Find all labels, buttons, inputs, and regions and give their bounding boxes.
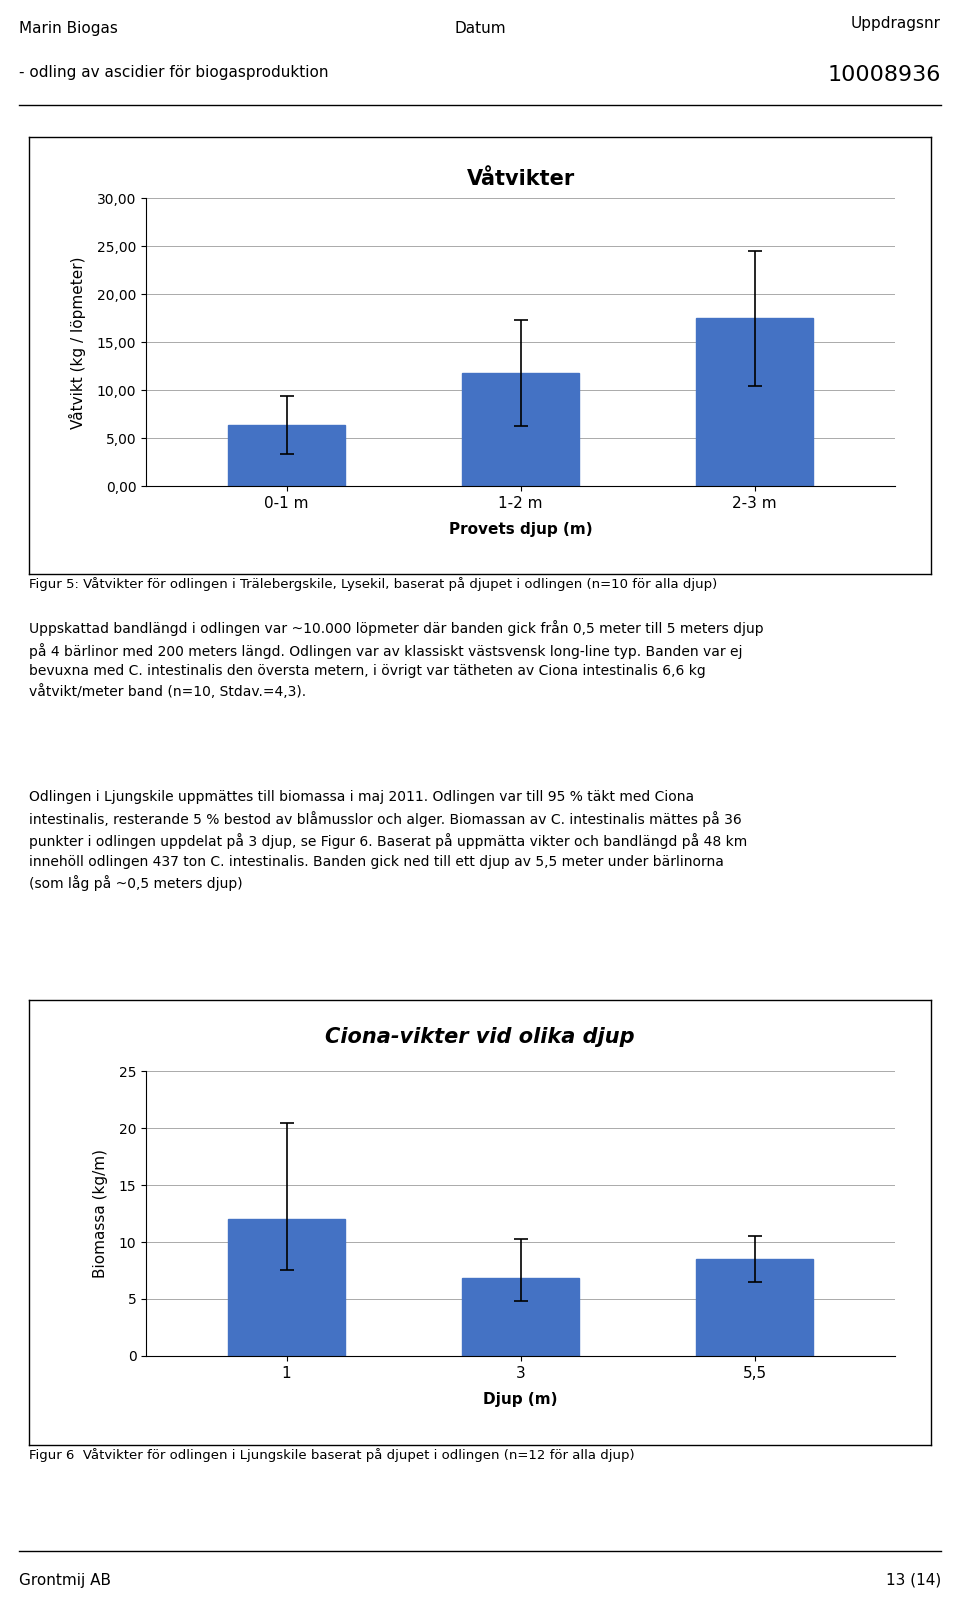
Bar [228,1220,345,1356]
Text: Figur 5: Våtvikter för odlingen i Trälebergskile, Lysekil, baserat på djupet i o: Figur 5: Våtvikter för odlingen i Träleb… [29,577,717,591]
Y-axis label: Våtvikt (kg / löpmeter): Våtvikt (kg / löpmeter) [69,257,85,428]
Text: Uppskattad bandlängd i odlingen var ~10.000 löpmeter där banden gick från 0,5 me: Uppskattad bandlängd i odlingen var ~10.… [29,621,763,700]
Text: - odling av ascidier för biogasproduktion: - odling av ascidier för biogasproduktio… [19,65,328,81]
Text: Marin Biogas: Marin Biogas [19,21,118,36]
Text: 13 (14): 13 (14) [885,1572,941,1589]
Bar [462,373,579,486]
Bar [228,425,345,486]
Text: Grontmij AB: Grontmij AB [19,1572,111,1589]
Text: Ciona-vikter vid olika djup: Ciona-vikter vid olika djup [325,1028,635,1047]
Text: Uppdragsnr: Uppdragsnr [851,16,941,31]
X-axis label: Provets djup (m): Provets djup (m) [448,522,592,537]
Title: Våtvikter: Våtvikter [467,168,575,189]
Text: Odlingen i Ljungskile uppmättes till biomassa i maj 2011. Odlingen var till 95 %: Odlingen i Ljungskile uppmättes till bio… [29,790,747,890]
Text: 10008936: 10008936 [828,65,941,86]
Y-axis label: Biomassa (kg/m): Biomassa (kg/m) [93,1149,108,1278]
X-axis label: Djup (m): Djup (m) [483,1391,558,1406]
Text: Figur 6  Våtvikter för odlingen i Ljungskile baserat på djupet i odlingen (n=12 : Figur 6 Våtvikter för odlingen i Ljungsk… [29,1448,635,1462]
Bar [696,1259,813,1356]
Bar [462,1278,579,1356]
Text: Datum: Datum [454,21,506,36]
Bar [696,318,813,486]
